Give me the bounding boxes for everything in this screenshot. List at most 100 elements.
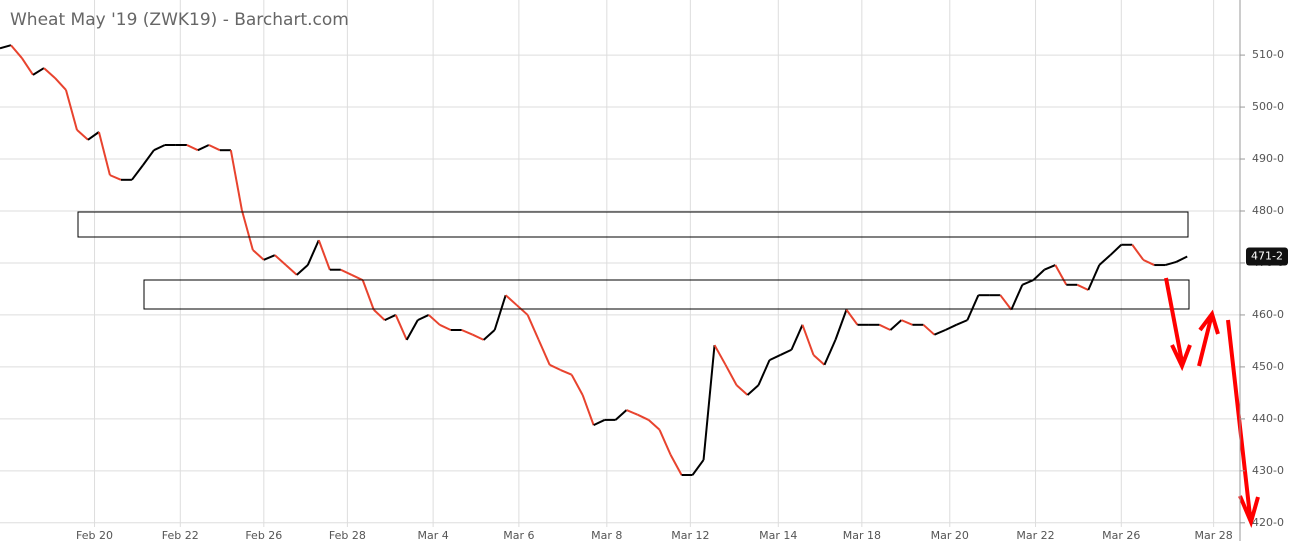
price-segment [626, 409, 638, 416]
price-segment [373, 309, 386, 321]
price-segment [10, 44, 23, 59]
price-segment [76, 129, 89, 141]
x-tick-label: Feb 26 [245, 529, 282, 541]
grid [0, 0, 1240, 527]
price-segment [483, 329, 496, 341]
x-tick-label: Mar 22 [1016, 529, 1054, 541]
price-segment [461, 329, 474, 336]
price-segment [186, 144, 199, 152]
price-segment [306, 239, 320, 266]
arrow [1164, 277, 1192, 372]
x-tick-label: Mar 12 [671, 529, 709, 541]
price-segment [0, 44, 12, 50]
price-segment [691, 459, 705, 476]
price-segment [240, 209, 254, 251]
price-segment [1131, 244, 1145, 261]
x-tick-label: Mar 18 [843, 529, 881, 541]
price-segment [746, 384, 760, 396]
price-segment [889, 319, 903, 331]
last-price-label: 471-2 [1251, 249, 1283, 262]
plot-area [0, 0, 1240, 541]
price-segment [274, 254, 287, 266]
price-segment [999, 294, 1013, 311]
price-segment [549, 363, 562, 371]
price-segment [944, 323, 957, 331]
x-tick-label: Mar 6 [503, 529, 534, 541]
price-segment [1164, 260, 1177, 267]
price-segment [735, 384, 749, 396]
price-segment [780, 348, 792, 356]
y-tick-label: 480-0 [1252, 204, 1284, 217]
y-tick-label: 500-0 [1252, 100, 1284, 113]
price-segment [537, 339, 551, 366]
x-tick-label: Mar 28 [1194, 529, 1232, 541]
price-segment [263, 254, 276, 261]
price-segment [647, 419, 661, 431]
price-segment [208, 144, 221, 152]
price-segment [394, 314, 408, 341]
price-segment [505, 294, 518, 306]
arrow [1226, 319, 1260, 529]
price-segment [1043, 264, 1056, 271]
price-segment [934, 329, 946, 336]
x-tick-label: Mar 4 [417, 529, 448, 541]
price-segment [769, 354, 781, 362]
price-segment [142, 149, 155, 166]
price-segment [790, 324, 804, 351]
price-segment [823, 339, 837, 366]
price-segment [724, 364, 738, 386]
x-tick-label: Mar 8 [591, 529, 622, 541]
price-segment [713, 344, 727, 366]
price-segment [97, 131, 111, 176]
price-segment [43, 67, 56, 79]
y-tick-label: 420-0 [1252, 516, 1284, 529]
last-price-box [1246, 247, 1288, 266]
price-segment [1010, 284, 1024, 311]
price-segment [1087, 264, 1101, 291]
price-segment [472, 333, 485, 341]
price-segment [593, 419, 606, 427]
x-tick-label: Mar 14 [759, 529, 797, 541]
price-segment [1109, 244, 1122, 256]
y-tick-label: 450-0 [1252, 360, 1284, 373]
x-tick-label: Feb 28 [329, 529, 366, 541]
price-segment [1021, 279, 1034, 286]
price-segment [570, 374, 584, 396]
price-segment [131, 164, 144, 181]
y-tick-label: 510-0 [1252, 48, 1284, 61]
price-segment [1142, 258, 1155, 266]
price-segment [229, 150, 243, 211]
price-segment [428, 314, 441, 326]
price-segment [922, 324, 936, 336]
price-segment [405, 319, 419, 341]
price-segment [1076, 283, 1089, 291]
y-tick-label: 460-0 [1252, 308, 1284, 321]
price-segment [361, 279, 375, 311]
y-tick-label: 440-0 [1252, 412, 1284, 425]
chart-title: Wheat May '19 (ZWK19) - Barchart.com [10, 10, 349, 30]
price-segment [493, 294, 507, 331]
price-segment [1098, 254, 1111, 266]
x-tick-label: Mar 20 [931, 529, 969, 541]
price-segment [1175, 255, 1188, 263]
price-segment [417, 314, 430, 322]
y-tick-label: 490-0 [1252, 152, 1284, 165]
price-line [0, 44, 1188, 476]
price-segment [901, 319, 913, 326]
price-segment [197, 144, 210, 152]
price-segment [845, 309, 859, 326]
x-tick-label: Feb 20 [76, 529, 113, 541]
price-segment [669, 454, 683, 476]
forecast-arrows [1164, 277, 1260, 529]
price-segment [285, 264, 298, 276]
price-segment [966, 294, 980, 321]
resistance-box [77, 211, 1189, 238]
price-segment [812, 354, 826, 366]
price-segment [801, 324, 815, 356]
price-segment [614, 409, 628, 421]
price-segment [384, 314, 397, 322]
price-segment [109, 174, 122, 181]
price-segment [21, 57, 34, 76]
x-tick-label: Feb 22 [162, 529, 199, 541]
